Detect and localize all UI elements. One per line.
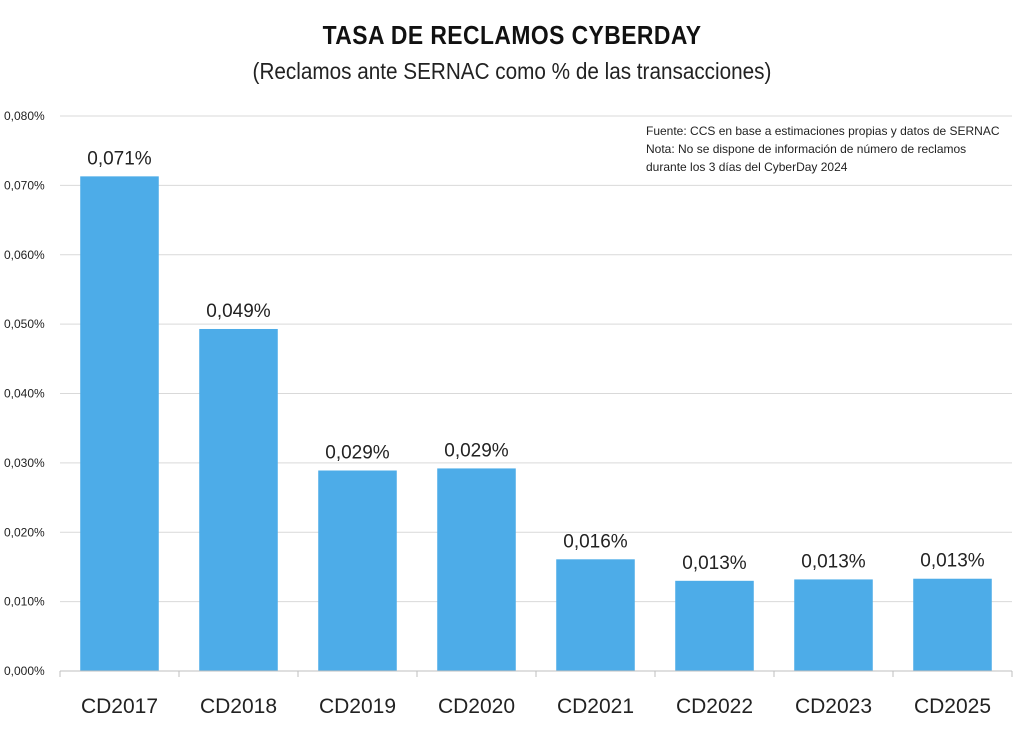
x-tick-label: CD2020 — [438, 695, 515, 718]
y-tick-label: 0,050% — [4, 317, 45, 331]
data-label: 0,013% — [682, 553, 747, 574]
bar — [675, 580, 754, 671]
bar — [794, 579, 873, 671]
chart-title: TASA DE RECLAMOS CYBERDAY — [322, 20, 702, 50]
y-axis-ticks: 0,000% 0,010% 0,020% 0,030% 0,040% 0,050% 0,06… — [4, 109, 45, 678]
bar — [913, 578, 992, 671]
data-label: 0,071% — [87, 148, 152, 169]
x-tick-label: CD2025 — [914, 695, 991, 718]
note-line-1: Nota: No se dispone de información de nú… — [646, 142, 967, 156]
y-tick-label: 0,040% — [4, 387, 45, 401]
bar — [318, 470, 397, 671]
chart-notes: Fuente: CCS en base a estimaciones propi… — [646, 122, 1006, 176]
y-tick-label: 0,080% — [4, 109, 45, 123]
x-tick-label: CD2019 — [319, 695, 396, 718]
x-tick-label: CD2022 — [676, 695, 753, 718]
value-labels: 0,071% 0,049% 0,029% 0,029% 0,016% 0,013% 0,01… — [87, 148, 985, 573]
bar — [80, 176, 159, 671]
bar — [199, 328, 278, 671]
bar — [437, 468, 516, 671]
x-tick-label: CD2021 — [557, 695, 634, 718]
data-label: 0,029% — [325, 443, 390, 464]
y-tick-label: 0,010% — [4, 595, 45, 609]
y-tick-label: 0,030% — [4, 456, 45, 470]
x-axis: CD2017 CD2018 CD2019 CD2020 CD2021 CD2022 CD20… — [59, 670, 1013, 718]
data-label: 0,013% — [920, 551, 985, 572]
note-source: Fuente: CCS en base a estimaciones propi… — [646, 124, 1000, 138]
bars — [80, 176, 992, 671]
bar — [556, 559, 635, 671]
x-tick-label: CD2018 — [200, 695, 277, 718]
chart-subtitle: (Reclamos ante SERNAC como % de las tran… — [252, 58, 772, 84]
y-tick-label: 0,070% — [4, 178, 45, 192]
x-tick-label: CD2017 — [81, 695, 158, 718]
data-label: 0,013% — [801, 551, 866, 572]
y-tick-label: 0,020% — [4, 525, 45, 539]
data-label: 0,016% — [563, 531, 628, 552]
data-label: 0,049% — [206, 301, 271, 322]
y-tick-label: 0,060% — [4, 248, 45, 262]
data-label: 0,029% — [444, 440, 509, 461]
x-tick-label: CD2023 — [795, 695, 872, 718]
y-tick-label: 0,000% — [4, 664, 45, 678]
note-line-2: durante los 3 días del CyberDay 2024 — [646, 160, 848, 174]
